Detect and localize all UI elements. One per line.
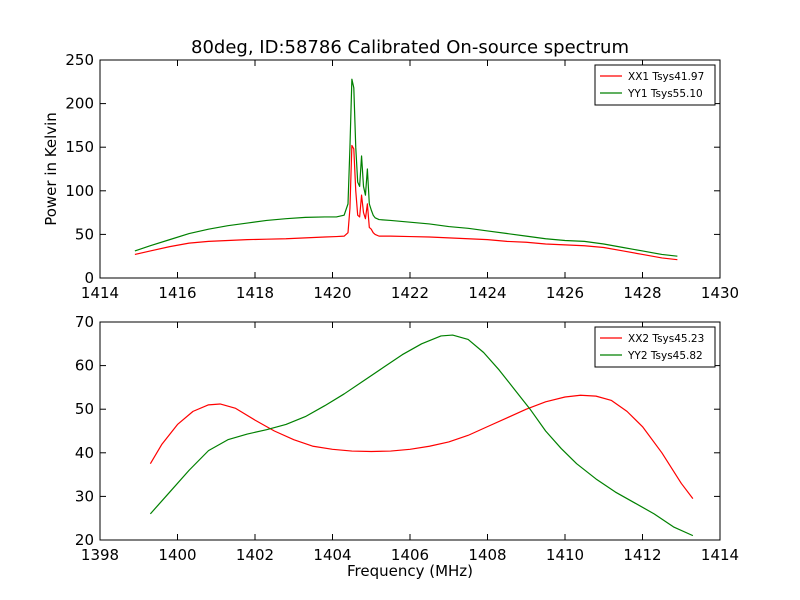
bottom-panel: 1398 1400 1402 1404 1406 1408 1410 1412 1414 20 30… [75,313,739,580]
series-line-1 [149,394,694,499]
series-line-2 [134,78,678,257]
x-tick-label: 1418 [236,284,274,302]
series-line-1 [134,144,678,261]
legend-label: XX2 Tsys45.23 [628,333,704,345]
figure-title: 80deg, ID:58786 Calibrated On-source spe… [191,37,629,58]
legend-box [594,64,716,106]
y-axis-label: Power in Kelvin [42,112,60,226]
x-tick-label: 1398 [81,546,119,564]
x-axis-label: Frequency (MHz) [347,562,473,580]
y-tick-label: 40 [75,444,94,462]
y-tick-label: 200 [65,95,94,113]
x-tick-label: 1408 [468,546,506,564]
y-tick-label: 20 [75,531,94,549]
y-tick-label: 100 [65,182,94,200]
legend: XX1 Tsys41.97 YY1 Tsys55.10 [594,64,716,106]
x-tick-label: 1414 [81,284,119,302]
x-tick-label: 1406 [391,546,429,564]
y-tick-label: 50 [75,400,94,418]
x-tick-label: 1412 [623,546,661,564]
y-tick-label: 50 [75,225,94,243]
x-tick-label: 1424 [468,284,506,302]
top-panel: 1414 1416 1418 1420 1422 1424 1426 1428 1430 0 50 1… [42,51,739,302]
legend: XX2 Tsys45.23 YY2 Tsys45.82 [594,326,716,368]
x-tick-label: 1426 [546,284,584,302]
x-tick-label: 1416 [158,284,196,302]
x-tick-label: 1404 [313,546,351,564]
x-tick-label: 1410 [546,546,584,564]
x-tick-label: 1430 [701,284,739,302]
legend-box [594,326,716,368]
y-tick-label: 0 [84,269,94,287]
x-tick-label: 1402 [236,546,274,564]
legend-label: YY1 Tsys55.10 [627,88,703,100]
legend-label: YY2 Tsys45.82 [627,350,703,362]
x-tick-label: 1420 [313,284,351,302]
x-tick-label: 1428 [623,284,661,302]
y-tick-label: 250 [65,51,94,69]
y-tick-label: 70 [75,313,94,331]
series-line-2 [149,334,694,537]
x-tick-label: 1400 [158,546,196,564]
y-tick-label: 150 [65,138,94,156]
legend-label: XX1 Tsys41.97 [628,71,704,83]
x-tick-label: 1422 [391,284,429,302]
y-tick-label: 60 [75,357,94,375]
y-tick-label: 30 [75,487,94,505]
x-tick-label: 1414 [701,546,739,564]
